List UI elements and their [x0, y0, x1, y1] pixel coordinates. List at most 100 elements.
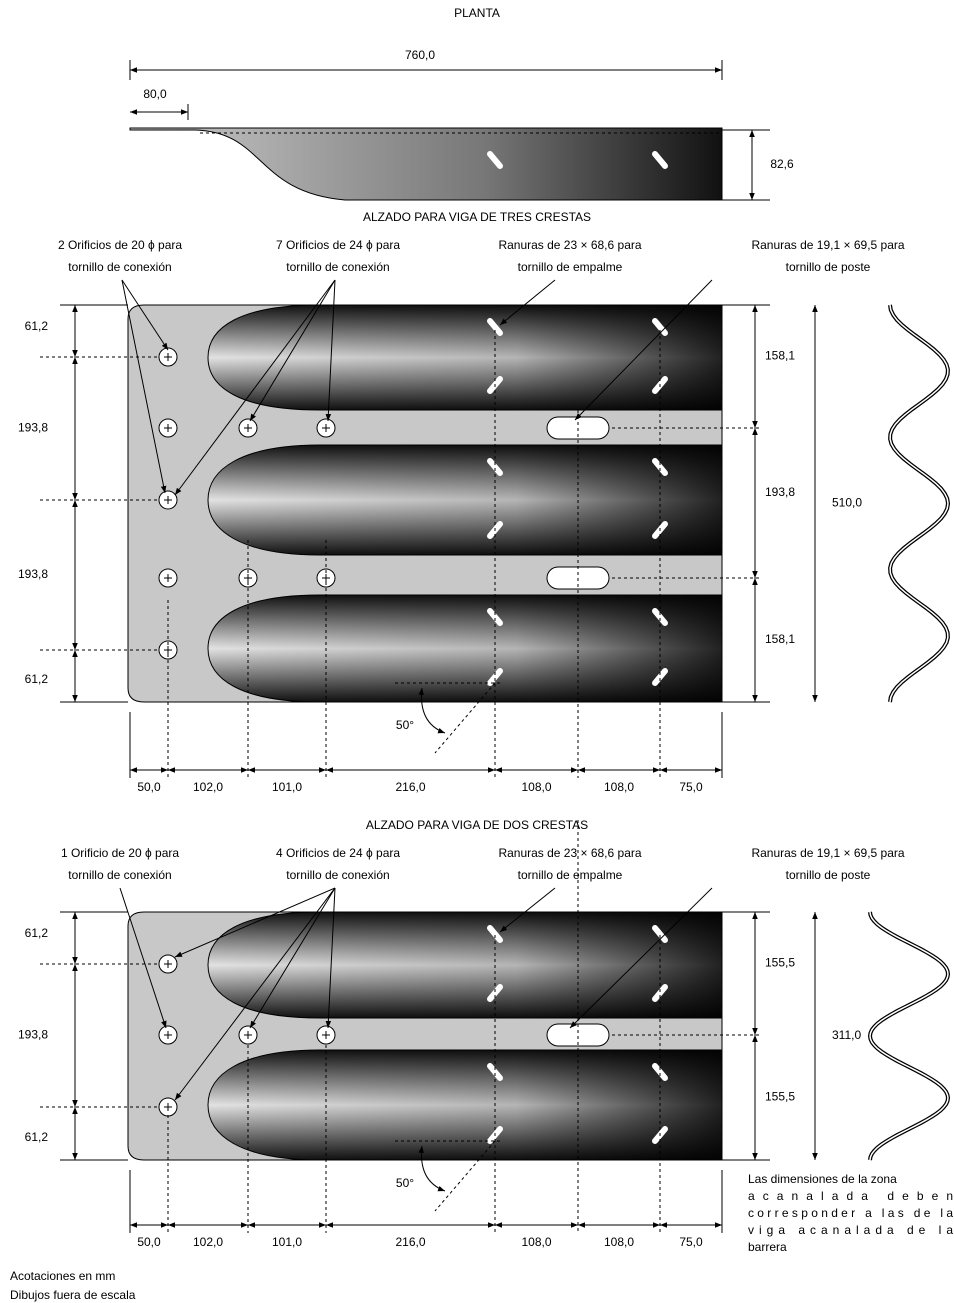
- label: 108,0: [604, 780, 634, 794]
- label: 216,0: [395, 1235, 425, 1249]
- profile-inner: [869, 911, 949, 1161]
- slot: [652, 1063, 668, 1081]
- label: 101,0: [272, 1235, 302, 1249]
- slot: [487, 318, 503, 336]
- label: 101,0: [272, 780, 302, 794]
- slot: [652, 318, 668, 336]
- label: 75,0: [679, 780, 703, 794]
- label: acanalada deben: [748, 1189, 953, 1203]
- label: 61,2: [25, 672, 49, 686]
- leader-line: [325, 279, 336, 422]
- label: 7 Orificios de 24 ϕ para: [276, 238, 400, 252]
- label: 75,0: [679, 1235, 703, 1249]
- leader-line: [121, 279, 167, 494]
- label: Dibujos fuera de escala: [10, 1288, 136, 1302]
- crest-shade: [208, 595, 722, 702]
- profile: [888, 304, 951, 703]
- label: 155,5: [765, 956, 795, 970]
- label: 193,8: [18, 567, 48, 581]
- label: 216,0: [395, 780, 425, 794]
- label: Ranuras de 23 × 68,6 para: [498, 846, 641, 860]
- label: 50,0: [137, 780, 161, 794]
- crest-shade: [208, 305, 722, 410]
- profile: [867, 911, 951, 1161]
- label: Acotaciones en mm: [10, 1269, 115, 1283]
- label: 760,0: [405, 48, 435, 62]
- label: 510,0: [832, 496, 862, 510]
- label: tornillo de conexión: [286, 868, 389, 882]
- label: viga acanalada de la: [748, 1223, 953, 1237]
- label: barrera: [748, 1240, 787, 1254]
- slot: [652, 668, 668, 686]
- slot: [487, 1063, 503, 1081]
- slot: [652, 151, 668, 169]
- label: 193,8: [18, 421, 48, 435]
- label: Las dimensiones de la zona: [748, 1172, 897, 1186]
- crest-shade: [208, 1050, 722, 1160]
- label: tornillo de conexión: [286, 260, 389, 274]
- leader-line: [574, 279, 713, 421]
- label: 158,1: [765, 632, 795, 646]
- plan-beam: [129, 127, 723, 201]
- label: 108,0: [521, 780, 551, 794]
- leader-line: [174, 887, 336, 958]
- label: tornillo de poste: [786, 868, 871, 882]
- label: 50°: [396, 718, 414, 732]
- label: tornillo de conexión: [68, 260, 171, 274]
- label: 4 Orificios de 24 ϕ para: [276, 846, 400, 860]
- profile-inner: [889, 304, 949, 703]
- label: 1 Orificio de 20 ϕ para: [61, 846, 179, 860]
- slot: [487, 151, 503, 169]
- label: 50,0: [137, 1235, 161, 1249]
- label: 311,0: [832, 1028, 861, 1042]
- leader-line: [499, 887, 556, 933]
- slot: [487, 608, 503, 626]
- slot: [487, 925, 503, 943]
- leader-line: [249, 887, 336, 1029]
- leader-line: [119, 887, 167, 1029]
- label: 193,8: [18, 1028, 48, 1042]
- label: 61,2: [25, 319, 49, 333]
- leader-line: [249, 279, 336, 422]
- leader-line: [174, 279, 336, 496]
- label: 80,0: [143, 87, 167, 101]
- slot: [652, 458, 668, 476]
- label: 2 Orificios de 20 ϕ para: [58, 238, 182, 252]
- slot: [487, 668, 503, 686]
- label: tornillo de empalme: [518, 260, 623, 274]
- label: ALZADO PARA VIGA DE DOS CRESTAS: [366, 818, 588, 832]
- label: 102,0: [193, 780, 223, 794]
- leader-line: [569, 887, 713, 1029]
- slot: [652, 608, 668, 626]
- label: corresponder a las de la: [748, 1206, 953, 1220]
- label: PLANTA: [454, 6, 500, 20]
- label: ALZADO PARA VIGA DE TRES CRESTAS: [363, 210, 591, 224]
- slot: [652, 925, 668, 943]
- label: 61,2: [25, 1130, 49, 1144]
- label: 61,2: [25, 926, 49, 940]
- leader-line: [121, 279, 169, 351]
- label: 193,8: [765, 485, 795, 499]
- label: 155,5: [765, 1090, 795, 1104]
- crest-shade: [208, 912, 722, 1018]
- slot: [487, 984, 503, 1002]
- label: 108,0: [521, 1235, 551, 1249]
- label: Ranuras de 23 × 68,6 para: [498, 238, 641, 252]
- leader-line: [499, 279, 556, 326]
- slot: [652, 984, 668, 1002]
- label: 158,1: [765, 349, 795, 363]
- label: tornillo de poste: [786, 260, 871, 274]
- angle-arc: [418, 1145, 446, 1192]
- slot: [487, 458, 503, 476]
- leader-line: [325, 887, 336, 1029]
- angle-arc: [418, 687, 446, 734]
- crest-shade: [208, 445, 722, 555]
- label: tornillo de empalme: [518, 868, 623, 882]
- leader-line: [174, 887, 336, 1101]
- label: 50°: [396, 1176, 414, 1190]
- label: 108,0: [604, 1235, 634, 1249]
- label: Ranuras de 19,1 × 69,5 para: [751, 238, 904, 252]
- label: 82,6: [770, 157, 794, 171]
